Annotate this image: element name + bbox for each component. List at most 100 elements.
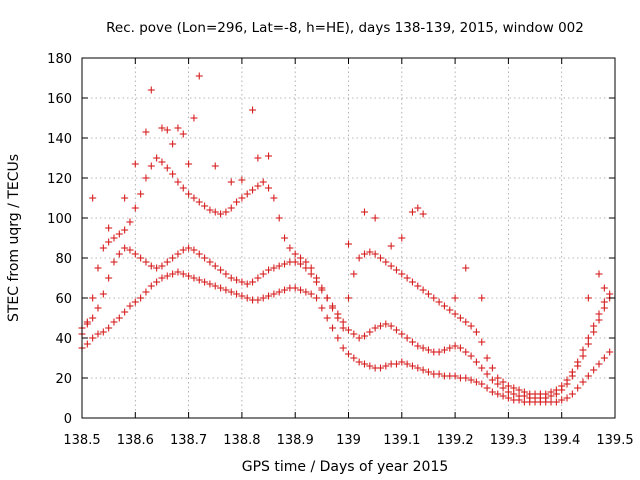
data-point: [355, 334, 363, 342]
data-point: [270, 194, 278, 202]
data-point: [89, 294, 97, 302]
data-point: [302, 258, 310, 266]
data-point: [504, 394, 512, 402]
data-point: [318, 284, 326, 292]
data-point: [408, 362, 416, 370]
y-tick-label: 180: [47, 52, 72, 67]
data-point: [275, 214, 283, 222]
data-point: [83, 340, 91, 348]
data-point: [163, 258, 171, 266]
data-point: [281, 286, 289, 294]
data-point: [595, 360, 603, 368]
data-point: [147, 86, 155, 94]
data-point: [579, 378, 587, 386]
data-point: [115, 230, 123, 238]
data-point: [345, 350, 352, 358]
data-point: [488, 376, 496, 384]
data-point: [131, 298, 139, 306]
data-point: [179, 184, 187, 192]
data-point: [371, 214, 379, 222]
data-point: [350, 270, 358, 278]
data-point: [483, 370, 491, 378]
data-point: [478, 364, 486, 372]
data-point: [558, 382, 566, 390]
data-point: [302, 288, 310, 296]
data-point: [265, 266, 273, 274]
data-point: [249, 278, 257, 286]
data-point: [179, 130, 187, 138]
data-point: [83, 318, 91, 326]
data-point: [174, 124, 182, 132]
data-point: [249, 186, 257, 194]
data-point: [94, 304, 102, 312]
data-point: [414, 282, 422, 290]
data-point: [169, 140, 177, 148]
data-point: [254, 154, 262, 162]
x-axis-label: GPS time / Days of year 2015: [242, 459, 449, 475]
data-point: [462, 348, 470, 356]
x-tick-label: 138.9: [277, 433, 314, 448]
data-point: [446, 306, 454, 314]
data-point: [174, 250, 182, 258]
axis-ticks: [81, 57, 616, 419]
data-point: [339, 344, 347, 352]
data-point: [233, 290, 241, 298]
data-point: [153, 264, 161, 272]
data-point: [227, 204, 235, 212]
data-point: [110, 234, 118, 242]
data-point: [366, 362, 374, 370]
data-point: [179, 246, 187, 254]
data-point: [472, 328, 480, 336]
data-point: [195, 276, 203, 284]
data-point: [323, 294, 331, 302]
y-tick-labels: 0 20 40 60 80 100 120 140 160 180: [47, 52, 72, 427]
data-point: [360, 332, 368, 340]
data-point: [195, 198, 203, 206]
data-point: [297, 286, 305, 294]
data-point: [446, 344, 454, 352]
chart-title: Rec. pove (Lon=296, Lat=-8, h=HE), days …: [106, 20, 584, 36]
data-point: [398, 234, 406, 242]
y-tick-label: 0: [64, 412, 72, 427]
data-point: [254, 182, 262, 190]
data-point: [179, 270, 187, 278]
data-point: [600, 298, 608, 306]
data-points: [78, 72, 614, 406]
data-point: [89, 194, 97, 202]
data-point: [520, 388, 528, 396]
data-point: [552, 398, 560, 406]
data-point: [254, 274, 262, 282]
data-point: [435, 370, 443, 378]
data-point: [590, 322, 598, 330]
data-point: [579, 352, 587, 360]
data-point: [158, 158, 166, 166]
data-point: [153, 278, 161, 286]
data-point: [185, 272, 193, 280]
data-point: [440, 302, 448, 310]
data-point: [238, 292, 246, 300]
data-point: [131, 204, 139, 212]
data-point: [574, 384, 582, 392]
data-point: [584, 294, 592, 302]
data-point: [435, 298, 443, 306]
data-point: [563, 394, 571, 402]
data-point: [238, 176, 246, 184]
data-point: [147, 282, 155, 290]
data-point: [227, 288, 235, 296]
data-point: [201, 254, 209, 262]
data-point: [552, 386, 560, 394]
data-point: [456, 314, 464, 322]
data-point: [542, 390, 550, 398]
data-point: [270, 290, 278, 298]
data-point: [275, 262, 283, 270]
data-point: [195, 72, 203, 80]
data-point: [281, 260, 289, 268]
grid-lines: [82, 58, 615, 418]
data-point: [595, 270, 603, 278]
data-point: [169, 170, 177, 178]
data-point: [190, 194, 198, 202]
data-point: [451, 310, 459, 318]
data-point: [462, 318, 470, 326]
data-point: [494, 390, 502, 398]
data-point: [568, 368, 576, 376]
